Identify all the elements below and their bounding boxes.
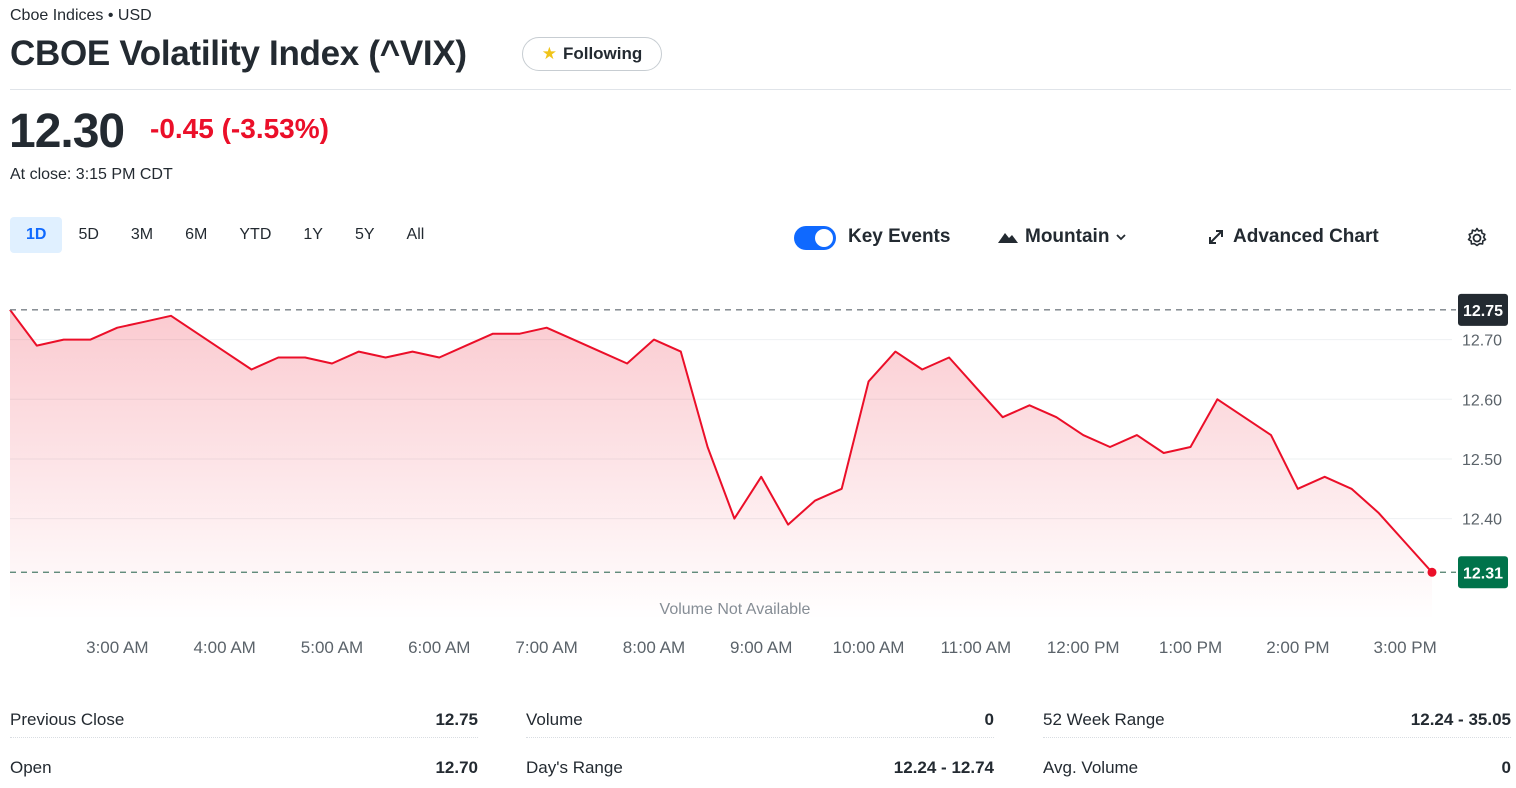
volume-note: Volume Not Available	[660, 601, 811, 618]
range-1y[interactable]: 1Y	[303, 226, 323, 243]
x-tick-label: 12:00 PM	[1047, 638, 1120, 657]
current-price-badge-text: 12.31	[1463, 565, 1503, 582]
price-chart[interactable]: 12.70 12.60 12.50 12.40 3:00 AM 4:00 AM 5:00 …	[0, 270, 1516, 670]
x-tick-label: 11:00 AM	[941, 638, 1012, 657]
following-label: Following	[562, 44, 643, 63]
stat-value: 12.70	[435, 758, 478, 777]
stat-value: 0	[984, 709, 994, 729]
stat-52-week-range: 52 Week Range 12.24 - 35.05	[1043, 702, 1511, 738]
stat-open: Open 12.70	[10, 750, 478, 786]
page-title: CBOE Volatility Index (^VIX)	[10, 34, 467, 73]
stat-label: Previous Close	[10, 709, 125, 729]
price-value: 12.30	[9, 105, 125, 158]
gear-icon[interactable]	[1465, 226, 1489, 250]
y-tick-label: 12.50	[1462, 452, 1502, 469]
previous-close-badge: 12.75	[1458, 293, 1508, 326]
x-tick-label: 7:00 AM	[515, 638, 577, 657]
stat-value: 12.24 - 12.74	[893, 758, 994, 777]
stat-days-range: Day's Range 12.24 - 12.74	[526, 750, 994, 786]
y-tick-label: 12.60	[1462, 392, 1502, 409]
x-tick-label: 8:00 AM	[623, 638, 685, 657]
x-tick-label: 10:00 AM	[833, 638, 905, 657]
key-events-toggle[interactable]	[794, 226, 836, 250]
stat-volume: Volume 0	[526, 702, 994, 738]
stat-value: 0	[1501, 758, 1511, 777]
current-price-dot	[1427, 567, 1437, 577]
key-events-label[interactable]: Key Events	[848, 226, 951, 247]
chart-type-label: Mountain	[1025, 226, 1110, 247]
stats-table: Previous Close 12.75 Open 12.70 Volume 0…	[10, 700, 1511, 788]
stat-label: Day's Range	[526, 758, 623, 777]
stat-value: 12.24 - 35.05	[1410, 709, 1511, 729]
stat-avg-volume: Avg. Volume 0	[1043, 750, 1511, 786]
stat-label: Volume	[526, 709, 583, 729]
range-all[interactable]: All	[406, 226, 425, 243]
range-ytd[interactable]: YTD	[239, 226, 272, 243]
price-change: -0.45 (-3.53%)	[150, 113, 329, 144]
price-line	[9, 309, 1433, 573]
expand-icon	[1209, 230, 1223, 244]
mountain-icon	[998, 233, 1018, 243]
advanced-chart-label: Advanced Chart	[1233, 226, 1379, 247]
range-3m[interactable]: 3M	[130, 226, 154, 243]
chart-type-dropdown[interactable]: Mountain	[997, 226, 1127, 248]
y-tick-label: 12.40	[1462, 512, 1502, 529]
range-5y[interactable]: 5Y	[354, 226, 375, 243]
range-6m[interactable]: 6M	[185, 226, 208, 243]
price-area	[10, 309, 1432, 620]
advanced-chart-button[interactable]: Advanced Chart	[1207, 226, 1379, 248]
x-tick-label: 1:00 PM	[1159, 638, 1222, 657]
stat-label: Open	[10, 758, 52, 777]
star-icon: ★	[541, 44, 557, 63]
x-tick-label: 2:00 PM	[1266, 638, 1329, 657]
x-tick-label: 3:00 PM	[1374, 638, 1437, 657]
x-tick-label: 9:00 AM	[730, 638, 792, 657]
range-1d[interactable]: 1D	[10, 217, 63, 253]
toggle-knob	[815, 229, 833, 247]
header-divider	[10, 89, 1511, 90]
close-time: At close: 3:15 PM CDT	[10, 166, 173, 183]
x-tick-label: 4:00 AM	[193, 638, 255, 657]
stat-label: 52 Week Range	[1043, 709, 1165, 729]
x-tick-label: 5:00 AM	[301, 638, 363, 657]
x-axis: 3:00 AM 4:00 AM 5:00 AM 6:00 AM 7:00 AM 8:00 …	[86, 638, 1437, 657]
stat-label: Avg. Volume	[1043, 758, 1139, 777]
y-axis: 12.70 12.60 12.50 12.40	[1462, 333, 1502, 529]
x-tick-label: 6:00 AM	[408, 638, 470, 657]
range-selector: 1D 5D 3M 6M YTD 1Y 5Y All	[10, 217, 440, 253]
stat-value: 12.75	[435, 709, 478, 729]
range-5d[interactable]: 5D	[78, 226, 99, 243]
exchange-label: Cboe Indices • USD	[10, 7, 152, 24]
current-price-badge: 12.31	[1458, 556, 1508, 589]
previous-close-badge-text: 12.75	[1463, 303, 1503, 320]
chevron-down-icon	[1116, 234, 1127, 241]
y-tick-label: 12.70	[1462, 333, 1502, 350]
stat-previous-close: Previous Close 12.75	[10, 702, 478, 738]
x-tick-label: 3:00 AM	[86, 638, 148, 657]
following-button[interactable]: ★ Following	[522, 37, 662, 71]
